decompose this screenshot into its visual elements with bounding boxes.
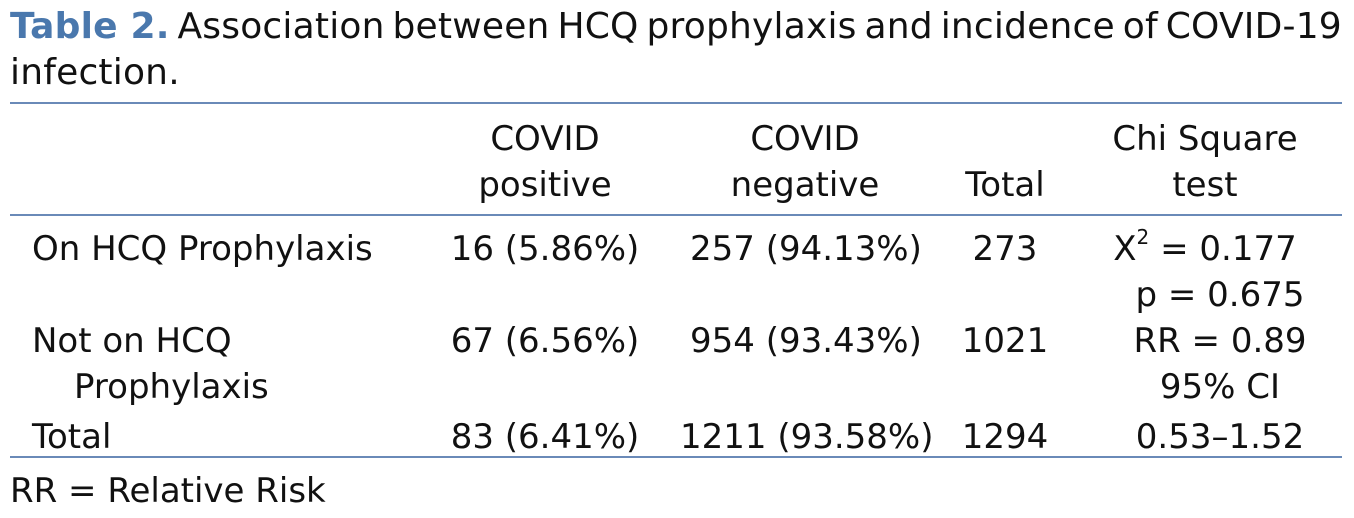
- cell-negative: 257 (94.13%): [690, 229, 922, 269]
- cell-total: 1294: [961, 417, 1049, 457]
- chi-square-rr: RR = 0.89: [1133, 321, 1307, 361]
- caption-word: of: [1122, 6, 1158, 47]
- caption-word: and: [864, 6, 933, 47]
- caption-label: Table 2.: [10, 6, 170, 47]
- cell-negative: 954 (93.43%): [690, 321, 922, 361]
- caption-word: HCQ: [557, 6, 639, 47]
- table-bottom-rule: [10, 456, 1342, 458]
- header-bottom-rule: [10, 214, 1342, 216]
- table-footnote: RR = Relative Risk: [10, 471, 326, 511]
- caption-word: between: [392, 6, 550, 47]
- caption-word: incidence: [940, 6, 1115, 47]
- table-top-rule: [10, 102, 1342, 104]
- caption-word: prophylaxis: [646, 6, 857, 47]
- row-label-total: Total: [32, 417, 112, 457]
- caption-word: Association: [177, 6, 385, 47]
- cell-total: 1021: [961, 321, 1049, 361]
- cell-negative: 1211 (93.58%): [680, 417, 934, 457]
- chi-square-ci-value: 0.53–1.52: [1135, 417, 1305, 454]
- header-covid-negative: COVID negative: [730, 119, 880, 205]
- caption-line-1: Table 2. Association between HCQ prophyl…: [10, 4, 1342, 50]
- cell-positive: 16 (5.86%): [450, 229, 640, 269]
- row-label-on-hcq: On HCQ Prophylaxis: [32, 229, 373, 269]
- cell-positive: 83 (6.41%): [450, 417, 640, 457]
- chi-square-p: p = 0.675: [1135, 275, 1305, 315]
- table-caption: Table 2. Association between HCQ prophyl…: [10, 4, 1342, 96]
- chi-square-ci-label: 95% CI: [1159, 367, 1281, 407]
- header-covid-positive: COVID positive: [478, 119, 612, 205]
- row-label-not-on-hcq: Not on HCQ Prophylaxis: [32, 321, 269, 407]
- chi-square-x-line: X2 = 0.177: [1113, 225, 1297, 269]
- caption-line-2: infection.: [10, 52, 180, 93]
- header-total: Total: [965, 165, 1045, 205]
- chi-square-result: X2 = 0.177: [1090, 226, 1320, 272]
- cell-positive: 67 (6.56%): [450, 321, 640, 361]
- caption-word: COVID-19: [1165, 6, 1342, 47]
- header-chi-square: Chi Square test: [1112, 119, 1298, 205]
- cell-total: 273: [972, 229, 1038, 269]
